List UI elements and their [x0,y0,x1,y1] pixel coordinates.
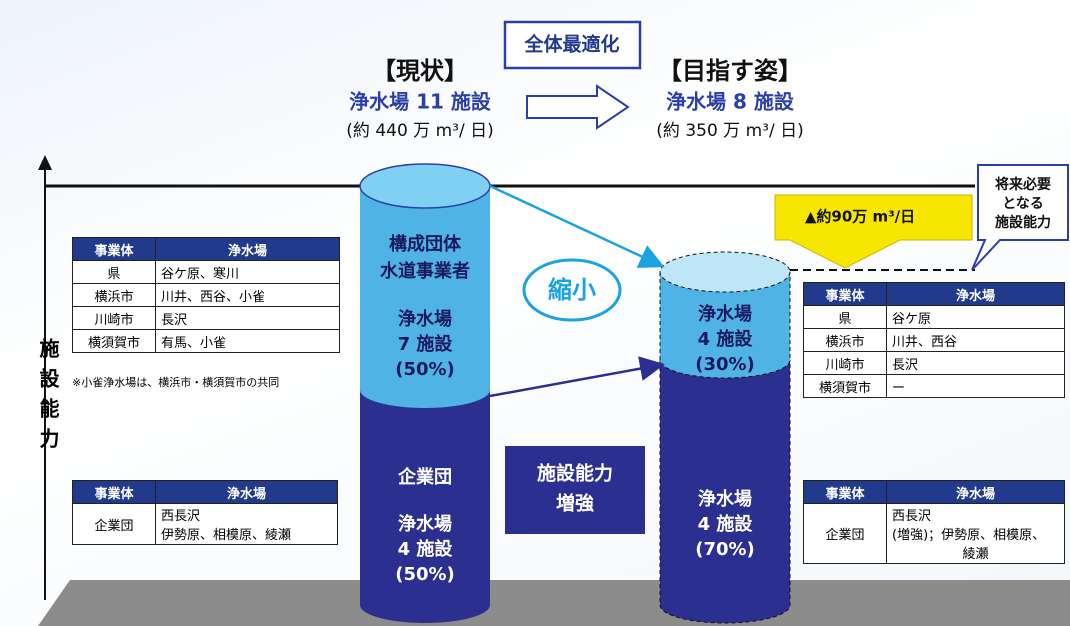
table-cell: 西長沢 (増強)；伊勢原、相模原、綾瀬 [886,503,1065,564]
cylinder-text: 4 施設 [698,513,754,535]
cylinder-text: 構成団体 [389,233,462,255]
table-cell: 県 [803,305,887,329]
cylinder-text: 浄水場 [698,303,752,325]
cylinder-text: 浄水場 [398,308,452,330]
callout-text: 施設能力 [995,214,1051,231]
table-header: 事業体 [803,282,887,306]
shrink-label: 縮小 [548,276,596,304]
table-header: 事業体 [72,480,156,504]
table-cell: 横浜市 [72,283,156,307]
target-capacity: (約 350 万 m³/ 日) [656,121,803,141]
cylinder-text: 4 施設 [398,538,454,560]
table-cell: 西長沢伊勢原、相模原、綾瀬 [155,503,338,545]
cylinder-current-upper [360,186,490,408]
callout-text: 将来必要 [995,176,1051,193]
cylinder-target-lower [659,359,791,624]
cylinder-current-lower [360,390,490,623]
reduction: ▲約90万 m³/日 [805,208,915,226]
cylinder-text: (70%) [695,539,755,560]
table-header: 事業体 [72,237,156,261]
table-cell: 企業団 [72,503,156,545]
table-header: 浄水場 [155,480,338,504]
cylinder-target-upper [659,271,791,379]
reinforce-label: 増強 [556,492,594,515]
shrink-ellipse [522,258,622,322]
cylinder-text: 水道事業者 [380,260,470,282]
note: ※小雀浄水場は、横浜市・横須賀市の共同 [72,376,280,389]
reinforce-box [505,446,645,534]
cell-line: 伊勢原、相模原、綾瀬 [161,528,292,543]
cell-line: (増強)；伊勢原、相模原、 [892,528,1046,543]
table: 事業体 浄水場 企業団 西長沢 (増強)；伊勢原、相模原、綾瀬 [803,480,1065,564]
table-cell: 川崎市 [72,306,156,330]
callout-box [971,164,1069,271]
current-heading: 【現状】 [372,57,468,85]
target-heading: 【目指す姿】 [658,57,802,85]
cylinder-text: (50%) [395,564,455,585]
table: 事業体 浄水場 企業団 西長沢伊勢原、相模原、綾瀬 [72,480,338,545]
table: 事業体 浄水場県谷ケ原 横浜市 川井、西谷 川崎市 長沢 横須賀市ー [803,282,1065,398]
y-axis-arrow [38,155,52,170]
flow-arrow [526,84,630,130]
table: 事業体 浄水場県谷ケ原、寒川 横浜市 川井、西谷、小雀 川崎市 長沢 横須賀市 有馬、小雀 [72,237,340,353]
table-cell: 県 [72,260,156,284]
table-header: 浄水場 [886,282,1065,306]
arrow-shrink [489,184,665,268]
arrow-transfer [489,356,665,398]
table-cell: 横須賀市 [803,374,887,398]
floor [38,580,1070,626]
cylinder-target-top [659,251,791,293]
table-cell: 長沢 [155,306,340,330]
cell-line: 綾瀬 [962,547,989,562]
cell-line: 西長沢 [161,509,201,524]
cylinder-text: 7 施設 [398,333,454,355]
current-plants: 浄水場 11 施設 [349,90,492,114]
target-plants: 浄水場 8 施設 [666,90,795,114]
badge: 全体最適化 [523,33,619,56]
table-cell: 川井、西谷、小雀 [155,283,340,307]
y-axis-label: 施設能力 [36,338,60,458]
reduction-arrow [774,194,973,269]
cell-line: 西長沢 [892,509,932,524]
table-cell: 横須賀市 [72,329,156,353]
cylinder-text: 4 施設 [698,328,754,350]
table-header: 事業体 [803,480,887,504]
cylinder-text: 浄水場 [398,513,452,535]
table-cell: 企業団 [803,503,887,564]
table-cell: 横浜市 [803,328,887,352]
current-capacity: (約 440 万 m³/ 日) [346,121,493,141]
cylinder-text: 企業団 [397,466,452,488]
table-cell: 谷ケ原 [886,305,1065,329]
table-header: 浄水場 [155,237,340,261]
table-cell: 川崎市 [803,351,887,375]
badge-box [503,20,642,70]
cylinder-text: 浄水場 [698,488,752,510]
callout-text: となる [1002,196,1044,212]
table-cell: 長沢 [886,351,1065,375]
table-cell: 谷ケ原、寒川 [155,260,340,284]
cylinder-text: (50%) [395,359,455,380]
table-cell: 川井、西谷 [886,328,1065,352]
cylinder-current-top [359,163,491,209]
table-cell: ー [886,374,1065,398]
table-header: 浄水場 [886,480,1065,504]
table-cell: 有馬、小雀 [155,329,340,353]
cylinder-text: (30%) [695,354,755,375]
reinforce-label: 施設能力 [537,462,613,485]
